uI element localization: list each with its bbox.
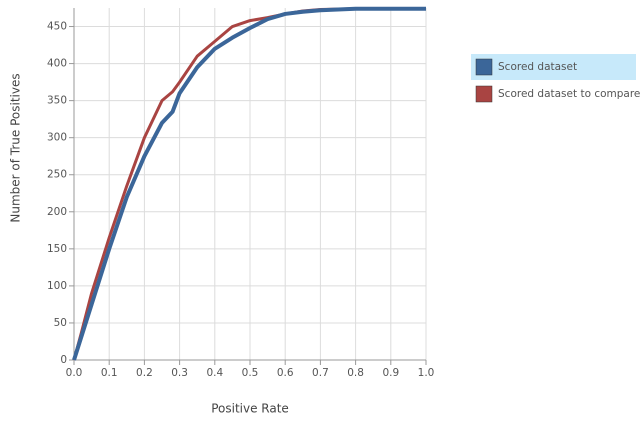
x-tick-label: 0.8 bbox=[347, 367, 364, 379]
y-tick-label: 250 bbox=[47, 169, 67, 181]
series-line bbox=[72, 6, 426, 361]
y-tick-label: 400 bbox=[47, 58, 67, 70]
legend-swatch bbox=[475, 85, 493, 103]
y-tick-label: 100 bbox=[47, 280, 67, 292]
x-tick-label: 0.7 bbox=[312, 367, 329, 379]
y-tick-label: 0 bbox=[60, 354, 67, 366]
x-tick-label: 0.6 bbox=[277, 367, 294, 379]
y-tick-label: 300 bbox=[47, 132, 67, 144]
y-tick-label: 450 bbox=[47, 21, 67, 33]
y-tick-label: 350 bbox=[47, 95, 67, 107]
y-tick-label: 50 bbox=[54, 317, 67, 329]
legend-label[interactable]: Scored dataset to compare bbox=[498, 88, 640, 100]
y-tick-label: 150 bbox=[47, 243, 67, 255]
legend-label[interactable]: Scored dataset bbox=[498, 61, 577, 73]
x-tick-label: 0.9 bbox=[382, 367, 399, 379]
legend-swatch bbox=[475, 58, 493, 76]
y-axis-title: Number of True Positives bbox=[9, 73, 23, 222]
x-tick-label: 0.4 bbox=[206, 367, 223, 379]
x-tick-label: 0.5 bbox=[242, 367, 259, 379]
x-axis-title: Positive Rate bbox=[211, 402, 289, 416]
x-tick-label: 1.0 bbox=[418, 367, 435, 379]
y-tick-label: 200 bbox=[47, 206, 67, 218]
x-tick-label: 0.1 bbox=[101, 367, 118, 379]
x-tick-label: 0.3 bbox=[171, 367, 188, 379]
x-tick-label: 0.2 bbox=[136, 367, 153, 379]
x-tick-label: 0.0 bbox=[66, 367, 83, 379]
legend-highlight bbox=[471, 54, 636, 80]
